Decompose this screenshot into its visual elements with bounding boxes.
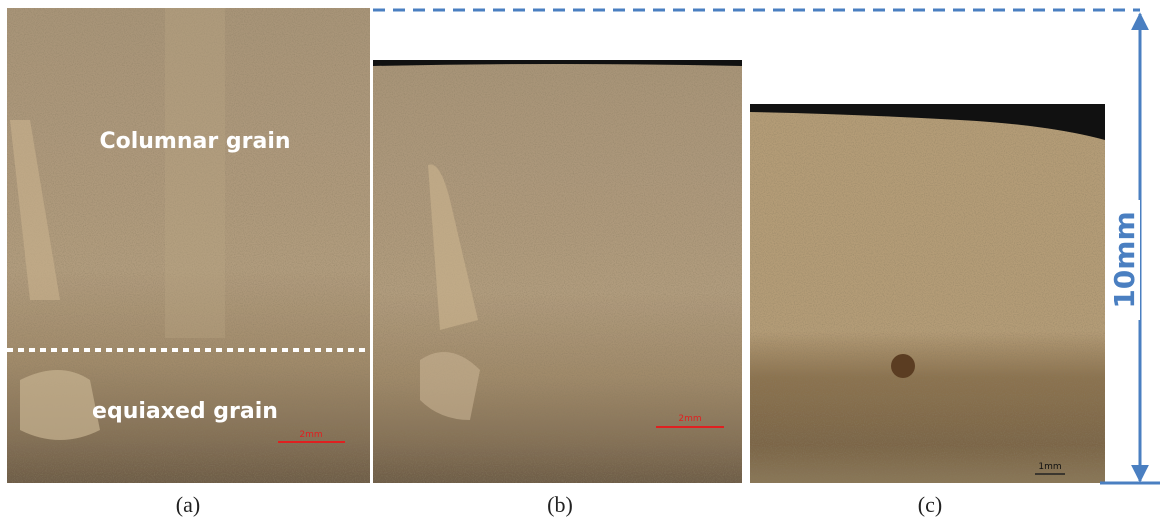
annotation: Columnar grain: [99, 129, 290, 154]
panel-a: Columnar grain equiaxed grain 2mm: [7, 8, 370, 483]
panel-c: 1mm: [750, 104, 1105, 483]
panel-caption: (a): [176, 492, 200, 517]
micrograph: [750, 104, 1105, 483]
panel-b: 2mm: [373, 60, 742, 483]
grain-region: [20, 370, 100, 440]
scale-bar-label: 2mm: [299, 430, 322, 440]
scale-bar-label: 1mm: [1038, 462, 1061, 472]
grain-region: [165, 8, 225, 338]
scale-bar-label: 2mm: [678, 414, 701, 424]
panel-caption: (b): [547, 492, 573, 517]
panel-caption: (c): [918, 492, 942, 517]
annotation: equiaxed grain: [92, 399, 278, 424]
figure: Columnar grain equiaxed grain 2mm 2mm 1m…: [0, 0, 1160, 526]
dimension-label: 10mm: [1108, 211, 1141, 308]
pore: [891, 354, 915, 378]
